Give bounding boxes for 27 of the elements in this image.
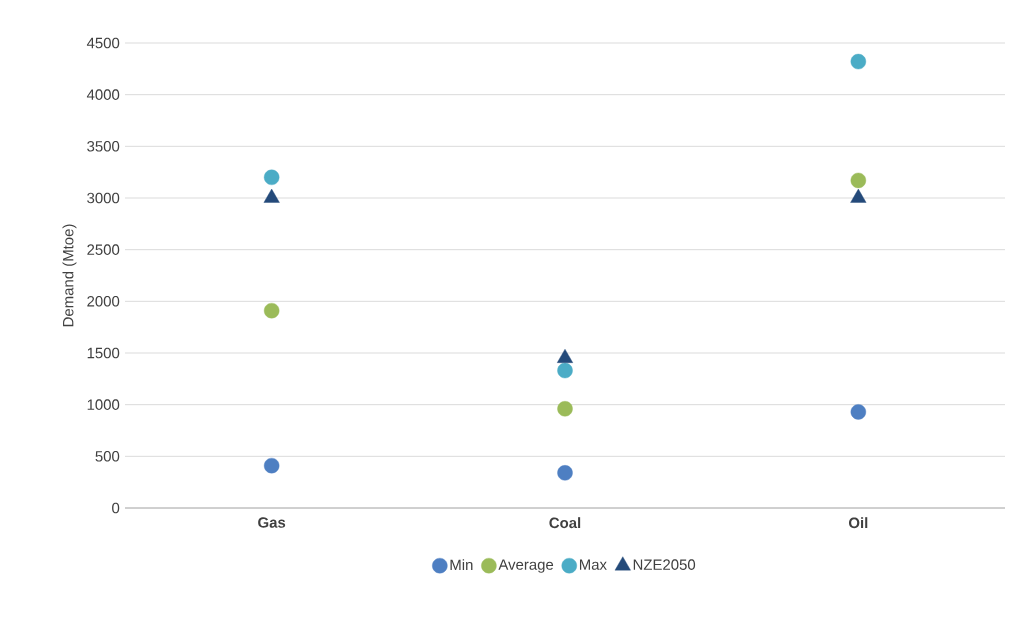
point	[263, 457, 280, 474]
y-tick-label: 4000	[86, 89, 120, 100]
y-tick-label: 4500	[86, 37, 120, 49]
x-tick-label: Oil	[848, 517, 868, 529]
legend-label: Average	[498, 559, 554, 573]
point	[850, 172, 867, 189]
point	[557, 401, 573, 417]
legend-label: Max	[579, 559, 607, 570]
y-tick-label: 3000	[87, 192, 120, 204]
y-tick-label: 0	[112, 502, 120, 514]
point	[557, 362, 573, 379]
y-axis-title: Demand (Mtoe)	[62, 224, 77, 327]
point	[263, 169, 280, 186]
point	[850, 53, 867, 70]
y-tick-label: 1500	[87, 347, 120, 359]
y-tick-label: 1000	[87, 399, 120, 410]
y-tick-label: 500	[95, 451, 120, 462]
point	[557, 465, 573, 481]
point	[263, 302, 280, 319]
x-tick-label: Coal	[549, 517, 581, 529]
legend-label: NZE2050	[633, 559, 696, 570]
y-tick-label: 3500	[87, 141, 120, 152]
y-tick-label: 2500	[87, 244, 120, 255]
point	[850, 404, 867, 420]
legend-label: Min	[450, 559, 473, 570]
y-tick-label: 2000	[87, 296, 120, 307]
x-tick-label: Gas	[258, 517, 286, 528]
